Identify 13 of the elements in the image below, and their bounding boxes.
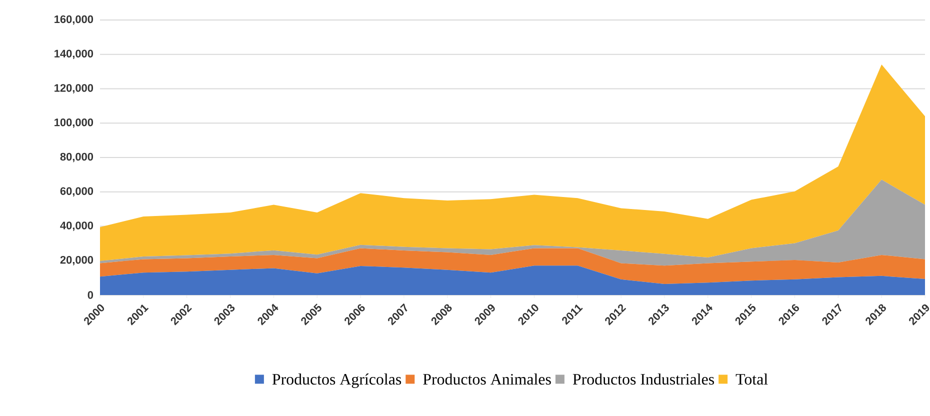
y-tick-label: 100,000	[54, 118, 94, 128]
y-tick-label: 20,000	[60, 256, 94, 266]
y-tick-label: 140,000	[54, 50, 94, 60]
y-tick-label: 40,000	[60, 222, 94, 231]
legend-label: Productos Agrícolas	[272, 373, 402, 388]
y-tick-label: 160,000	[54, 15, 94, 25]
y-tick-label: 60,000	[60, 187, 94, 197]
y-tick-label: 120,000	[54, 84, 94, 94]
legend-label: Productos Animales	[423, 373, 551, 385]
legend-label: Total	[736, 373, 768, 385]
legend-label: Productos Industriales	[572, 373, 714, 385]
y-tick-label: 0	[88, 291, 94, 299]
y-tick-label: 80,000	[60, 152, 94, 162]
